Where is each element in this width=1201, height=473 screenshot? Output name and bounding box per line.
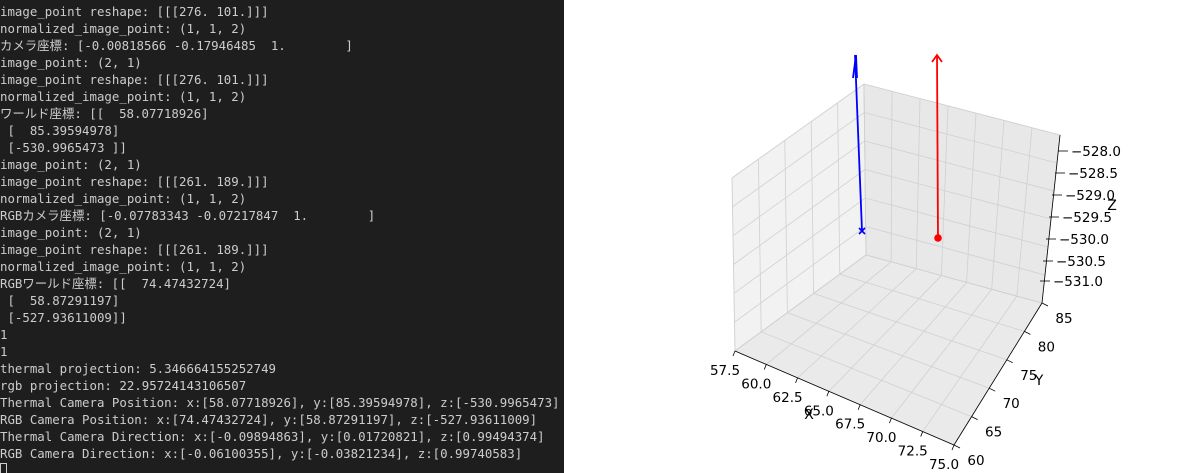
y-tick-mark xyxy=(1024,331,1031,335)
plot-window[interactable]: 57.5 60.0 62.5 65.0 67.5 70.0 72.5 75.0 60 65 70 75… xyxy=(564,0,1201,473)
y-tick-mark xyxy=(989,387,996,392)
terminal-line: RGB Camera Direction: x:[-0.06100355], y… xyxy=(0,446,523,461)
x-tick-mark xyxy=(920,431,924,437)
terminal-line: Thermal Camera Direction: x:[-0.09894863… xyxy=(0,429,545,444)
terminal-line: normalized_image_point: (1, 1, 2) xyxy=(0,89,247,104)
terminal-line: カメラ座標: [-0.00818566 -0.17946485 1. ] xyxy=(0,38,353,53)
x-tick-label: 65.0 xyxy=(804,403,834,419)
terminal-line: normalized_image_point: (1, 1, 2) xyxy=(0,21,247,36)
x-axis-label: X xyxy=(804,407,814,423)
rgb-direction-line xyxy=(936,54,939,239)
y-tick-mark xyxy=(971,416,978,420)
x-tick-label: 70.0 xyxy=(866,430,896,446)
terminal-cursor xyxy=(0,463,7,473)
terminal-line: [ 58.87291197] xyxy=(0,293,120,308)
x-tick-mark xyxy=(951,444,955,451)
z-axis-label: Z xyxy=(1107,198,1117,214)
terminal-line: normalized_image_point: (1, 1, 2) xyxy=(0,259,247,274)
x-tick-label: 60.0 xyxy=(741,376,771,392)
terminal-line: Thermal Camera Position: x:[58.07718926]… xyxy=(0,395,560,410)
terminal-line: normalized_image_point: (1, 1, 2) xyxy=(0,191,247,206)
y-tick-label: 60 xyxy=(967,453,984,469)
tick-marks xyxy=(732,150,1068,451)
terminal-line: 1 xyxy=(0,344,8,359)
terminal-line: 1 xyxy=(0,327,8,342)
z-tick-label: −528.5 xyxy=(1068,166,1118,182)
z-tick-label: −530.5 xyxy=(1056,254,1106,270)
axis-lines xyxy=(734,134,1061,446)
terminal-line: ワールド座標: [[ 58.07718926] xyxy=(0,106,209,121)
y-tick-label: 85 xyxy=(1055,311,1072,327)
tick-labels: 57.560.062.565.067.570.072.575.0 60657075… xyxy=(710,144,1121,473)
terminal-line: rgb projection: 22.95724143106507 xyxy=(0,378,247,393)
x-tick-mark xyxy=(732,350,736,357)
terminal-line: image_point reshape: [[[261. 189.]]] xyxy=(0,174,269,189)
x-tick-label: 57.5 xyxy=(710,363,740,379)
terminal-line: RGBワールド座標: [[ 74.47432724] xyxy=(0,276,231,291)
x-tick-label: 67.5 xyxy=(835,417,865,433)
3d-plot-canvas[interactable]: 57.560.062.565.067.570.072.575.0 60657075… xyxy=(564,0,1201,473)
thermal-direction-line xyxy=(854,54,863,232)
y-tick-label: 65 xyxy=(985,425,1002,441)
terminal-line: [ 85.39594978] xyxy=(0,123,120,138)
terminal-line: RGBカメラ座標: [-0.07783343 -0.07217847 1. ] xyxy=(0,208,376,223)
terminal-line: image_point reshape: [[[261. 189.]]] xyxy=(0,242,269,257)
terminal-output[interactable]: image_point reshape: [[[276. 101.]]] norm… xyxy=(0,0,564,473)
x-tick-mark xyxy=(826,391,830,397)
y-tick-label: 75 xyxy=(1020,368,1037,384)
y-tick-mark xyxy=(953,444,961,449)
y-tick-label: 80 xyxy=(1038,339,1055,355)
x-tick-mark xyxy=(795,377,798,384)
rgb-camera-marker xyxy=(934,234,942,242)
z-tick-label: −530.0 xyxy=(1059,232,1109,248)
terminal-line: image_point: (2, 1) xyxy=(0,225,142,240)
z-tick-label: −529.5 xyxy=(1062,210,1112,226)
terminal-line: image_point: (2, 1) xyxy=(0,157,142,172)
thermal-arrow-head xyxy=(852,54,858,79)
thermal-camera-marker xyxy=(858,227,866,235)
y-tick-label: 70 xyxy=(1003,396,1020,412)
z-tick-label: −531.0 xyxy=(1053,274,1103,290)
terminal-line: RGB Camera Position: x:[74.47432724], y:… xyxy=(0,412,538,427)
data-marks xyxy=(852,53,943,242)
x-tick-label: 75.0 xyxy=(929,457,959,473)
z-tick-label: −529.0 xyxy=(1065,188,1115,204)
terminal-line: [-527.93611009]] xyxy=(0,310,127,325)
terminal-line: image_point: (2, 1) xyxy=(0,55,142,70)
y-axis-label: Y xyxy=(1034,373,1044,389)
terminal-line: thermal projection: 5.346664155252749 xyxy=(0,361,277,376)
x-tick-mark xyxy=(889,417,892,424)
rgb-arrow-head xyxy=(931,53,943,63)
x-tick-label: 72.5 xyxy=(898,444,928,460)
y-tick-mark xyxy=(1041,302,1049,307)
terminal-line: image_point reshape: [[[276. 101.]]] xyxy=(0,4,269,19)
terminal-line: image_point reshape: [[[276. 101.]]] xyxy=(0,72,269,87)
y-tick-mark xyxy=(1006,359,1013,364)
z-tick-label: −528.0 xyxy=(1071,144,1121,160)
x-tick-mark xyxy=(763,364,767,370)
terminal-line: [-530.9965473 ]] xyxy=(0,140,127,155)
x-tick-mark xyxy=(857,404,861,410)
x-tick-label: 62.5 xyxy=(773,390,803,406)
